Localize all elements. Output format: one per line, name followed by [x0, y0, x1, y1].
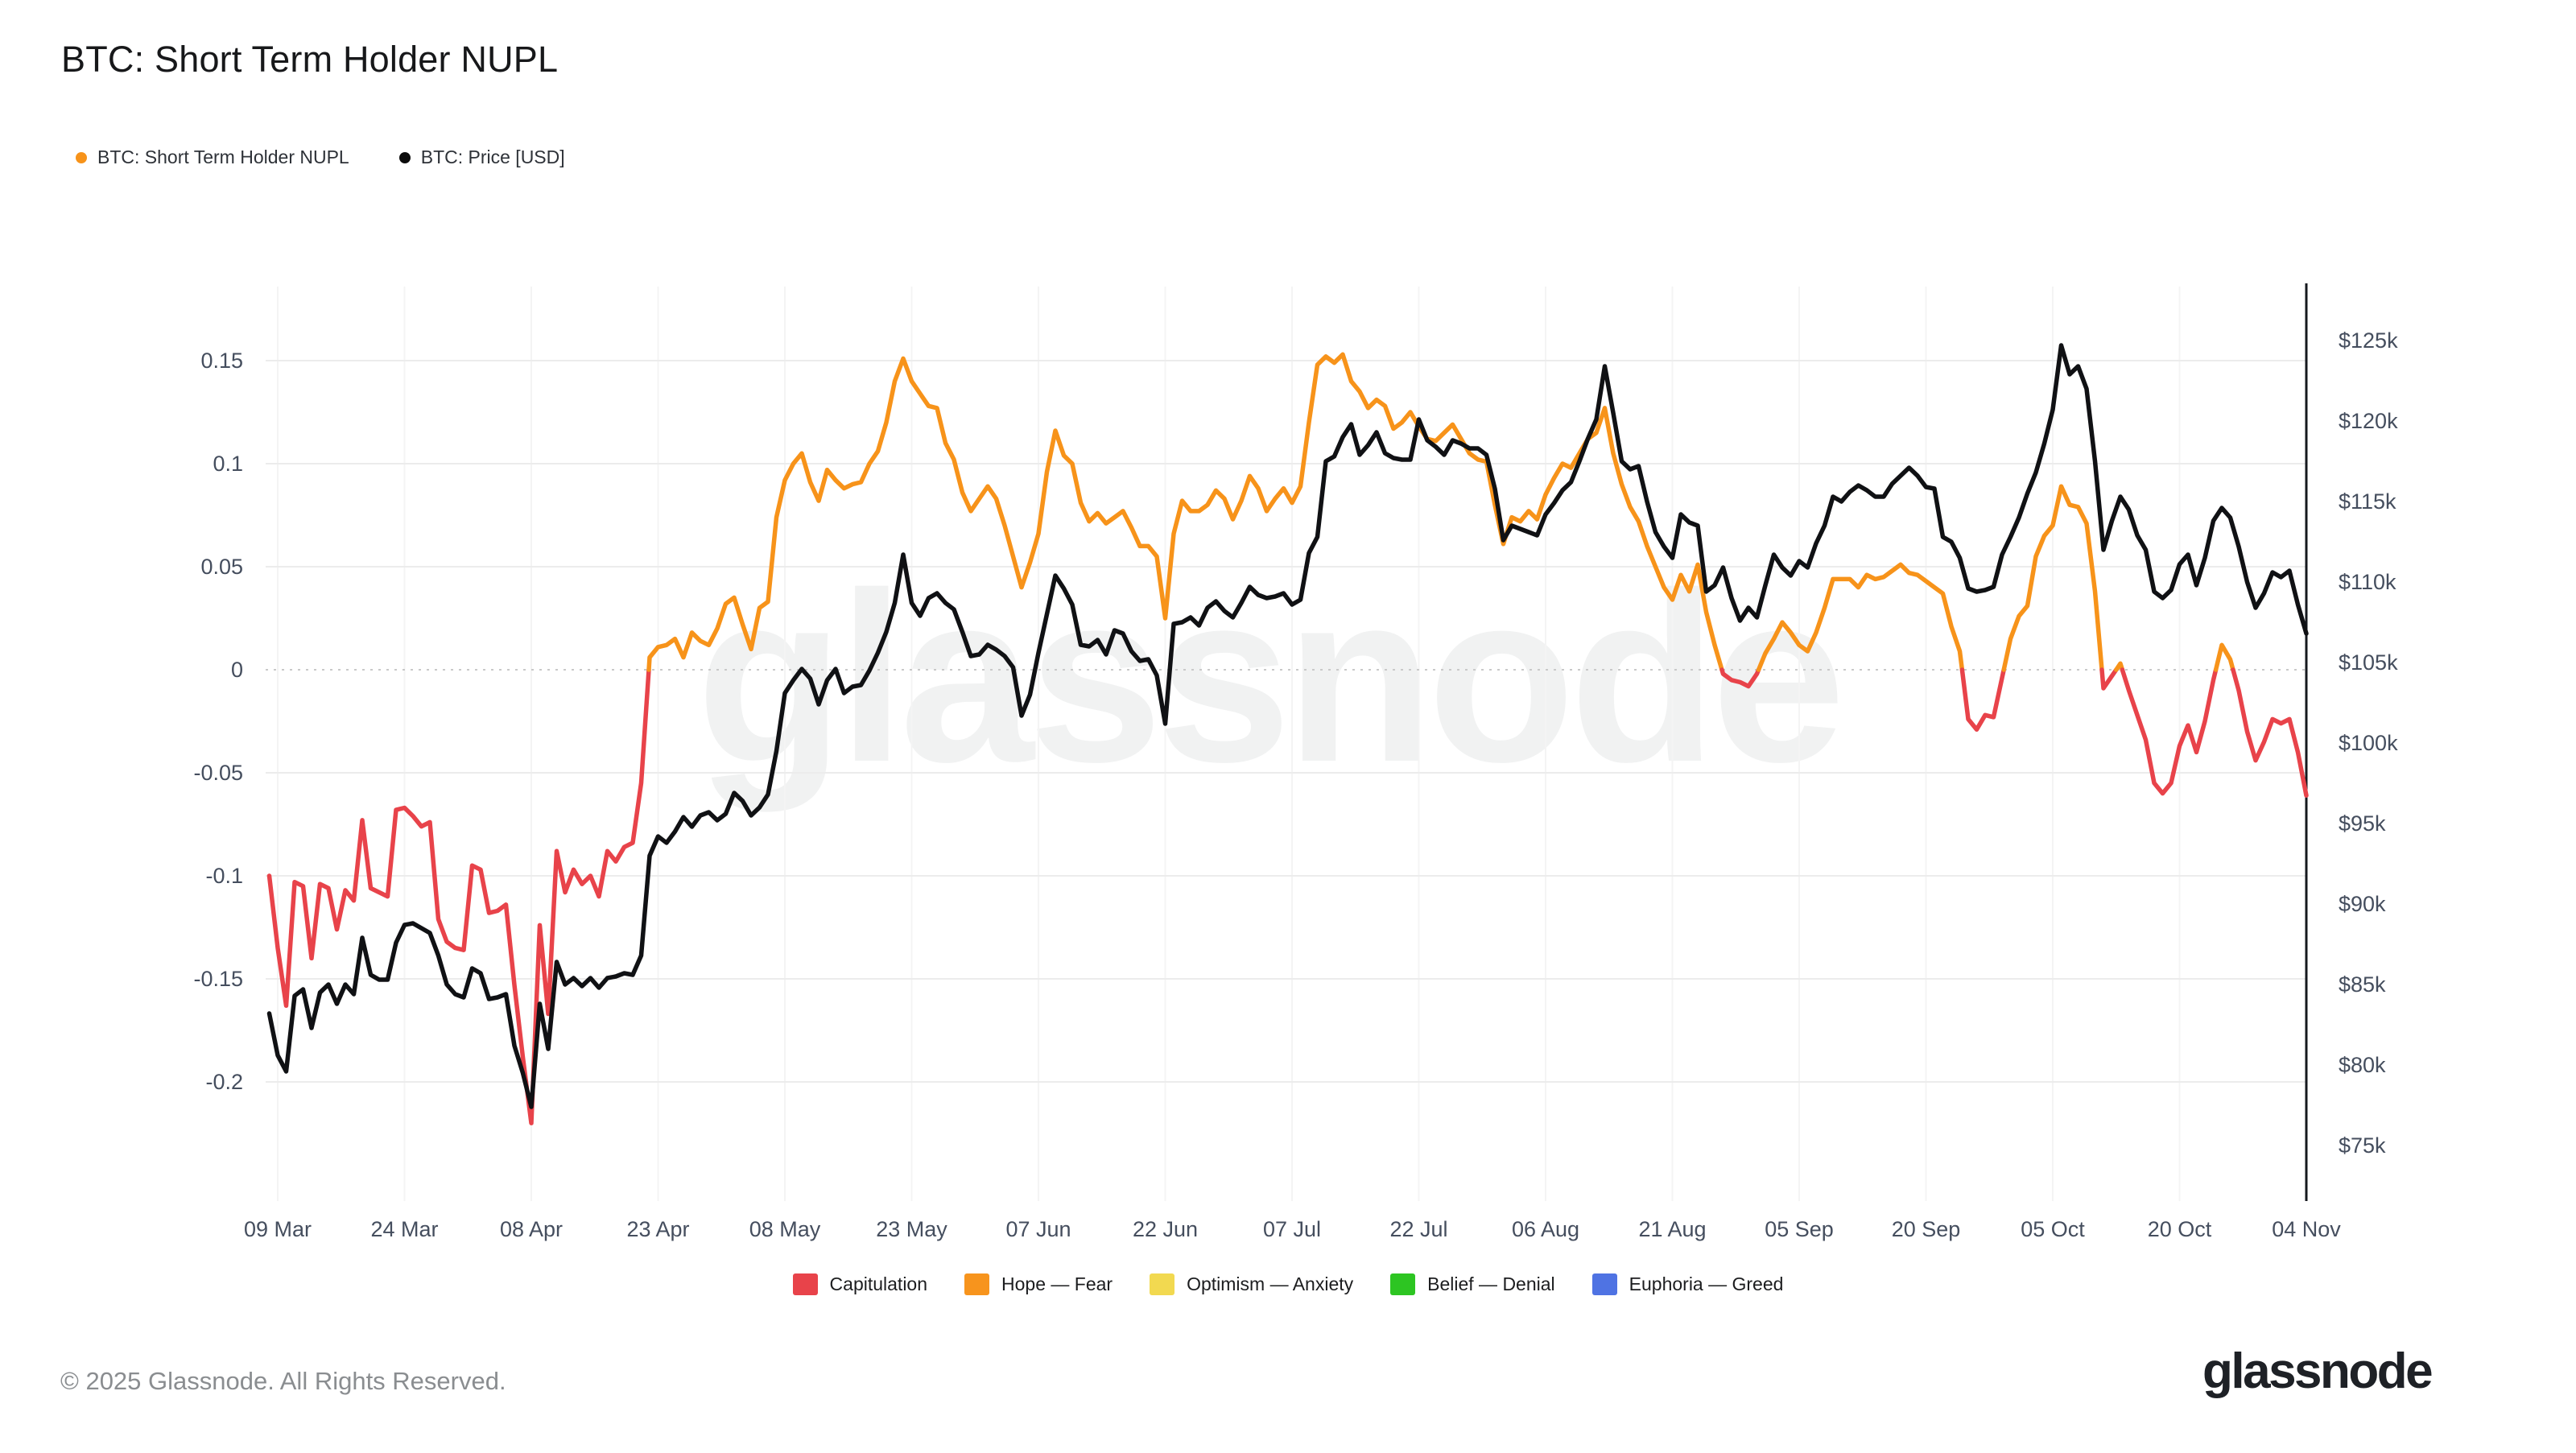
regime-swatch-icon [1591, 1273, 1617, 1295]
nupl-line-segment [646, 352, 1724, 672]
price-line [266, 343, 2309, 1109]
x-tick-label: 22 Jun [1133, 1217, 1198, 1241]
y-right-tick-label: $95k [2339, 811, 2386, 836]
y-right-tick-label: $75k [2339, 1133, 2386, 1158]
nupl-series-dot-icon [76, 151, 87, 163]
y-right-tick-label: $80k [2339, 1053, 2386, 1077]
regime-swatch-icon [964, 1273, 990, 1295]
nupl-line-segment [2001, 484, 2104, 672]
nupl-line-segment [2231, 667, 2309, 798]
x-tick-label: 20 Oct [2148, 1217, 2212, 1241]
y-left-tick-label: -0.15 [193, 967, 243, 991]
regime-swatch-icon [1390, 1273, 1416, 1295]
copyright-text: © 2025 Glassnode. All Rights Reserved. [60, 1367, 506, 1395]
x-tick-label: 08 Apr [500, 1217, 563, 1241]
x-tick-label: 23 May [876, 1217, 947, 1241]
series-legend: BTC: Short Term Holder NUPL BTC: Price [U… [76, 147, 565, 168]
y-left-tick-label: 0.05 [200, 555, 243, 579]
x-tick-label: 22 Jul [1389, 1217, 1447, 1241]
x-tick-label: 20 Sep [1892, 1217, 1961, 1241]
nupl-line-segment [1756, 562, 1965, 672]
y-left-tick-label: -0.05 [193, 761, 243, 785]
regime-swatch-icon [792, 1273, 818, 1295]
regime-legend-item[interactable]: Optimism — Anxiety [1150, 1273, 1353, 1295]
y-left-tick-label: -0.1 [205, 864, 243, 888]
regime-legend-label: Belief — Denial [1427, 1273, 1555, 1294]
y-left-tick-label: 0 [231, 658, 243, 682]
series-legend-item[interactable]: BTC: Price [USD] [398, 147, 565, 168]
nupl-line-segment [1719, 667, 1761, 689]
glassnode-logo: glassnode [2202, 1344, 2434, 1399]
y-right-tick-label: $120k [2339, 409, 2398, 433]
regime-legend-label: Hope — Fear [1001, 1273, 1113, 1294]
series-legend-item[interactable]: BTC: Short Term Holder NUPL [76, 147, 349, 168]
regime-legend-item[interactable]: Euphoria — Greed [1591, 1273, 1784, 1295]
price-series-dot-icon [398, 151, 411, 163]
x-tick-label: 08 May [749, 1217, 821, 1241]
regime-legend-item[interactable]: Hope — Fear [964, 1273, 1113, 1295]
regime-legend-item[interactable]: Capitulation [792, 1273, 928, 1295]
nupl-line-segment [2120, 667, 2219, 796]
y-right-tick-label: $90k [2339, 892, 2386, 916]
x-tick-label: 23 Apr [626, 1217, 689, 1241]
y-right-tick-label: $125k [2339, 328, 2398, 353]
x-tick-label: 06 Aug [1512, 1217, 1579, 1241]
regime-legend: Capitulation Hope — Fear Optimism — Anxiet… [0, 1273, 2576, 1295]
page-title: BTC: Short Term Holder NUPL [61, 39, 559, 80]
x-tick-label: 07 Jul [1263, 1217, 1321, 1241]
y-left-tick-label: 0.15 [200, 349, 243, 373]
nupl-line-segment [2099, 667, 2119, 691]
x-tick-label: 05 Oct [2021, 1217, 2085, 1241]
nupl-line-segment [266, 667, 651, 1125]
y-right-tick-label: $105k [2339, 650, 2398, 675]
series-legend-label: BTC: Short Term Holder NUPL [97, 147, 349, 167]
x-tick-label: 24 Mar [370, 1217, 438, 1241]
regime-swatch-icon [1150, 1273, 1175, 1295]
glassnode-watermark: glassnode [696, 542, 1846, 812]
x-tick-label: 21 Aug [1638, 1217, 1706, 1241]
y-left-tick-label: -0.2 [205, 1070, 243, 1094]
nupl-line-segment [1959, 667, 2006, 732]
series-legend-label: BTC: Price [USD] [420, 147, 565, 167]
x-tick-label: 04 Nov [2272, 1217, 2341, 1241]
x-tick-label: 09 Mar [244, 1217, 312, 1241]
regime-legend-item[interactable]: Belief — Denial [1390, 1273, 1555, 1295]
y-right-tick-label: $85k [2339, 972, 2386, 997]
regime-legend-label: Optimism — Anxiety [1187, 1273, 1354, 1294]
nupl-line-segment [2213, 642, 2235, 672]
regime-legend-label: Capitulation [829, 1273, 928, 1294]
y-right-tick-label: $110k [2339, 570, 2396, 594]
y-left-tick-label: 0.1 [213, 452, 243, 476]
x-tick-label: 05 Sep [1765, 1217, 1834, 1241]
regime-legend-label: Euphoria — Greed [1629, 1273, 1784, 1294]
y-right-tick-label: $100k [2339, 731, 2398, 755]
x-tick-label: 07 Jun [1005, 1217, 1071, 1241]
y-right-tick-label: $115k [2339, 489, 2396, 514]
